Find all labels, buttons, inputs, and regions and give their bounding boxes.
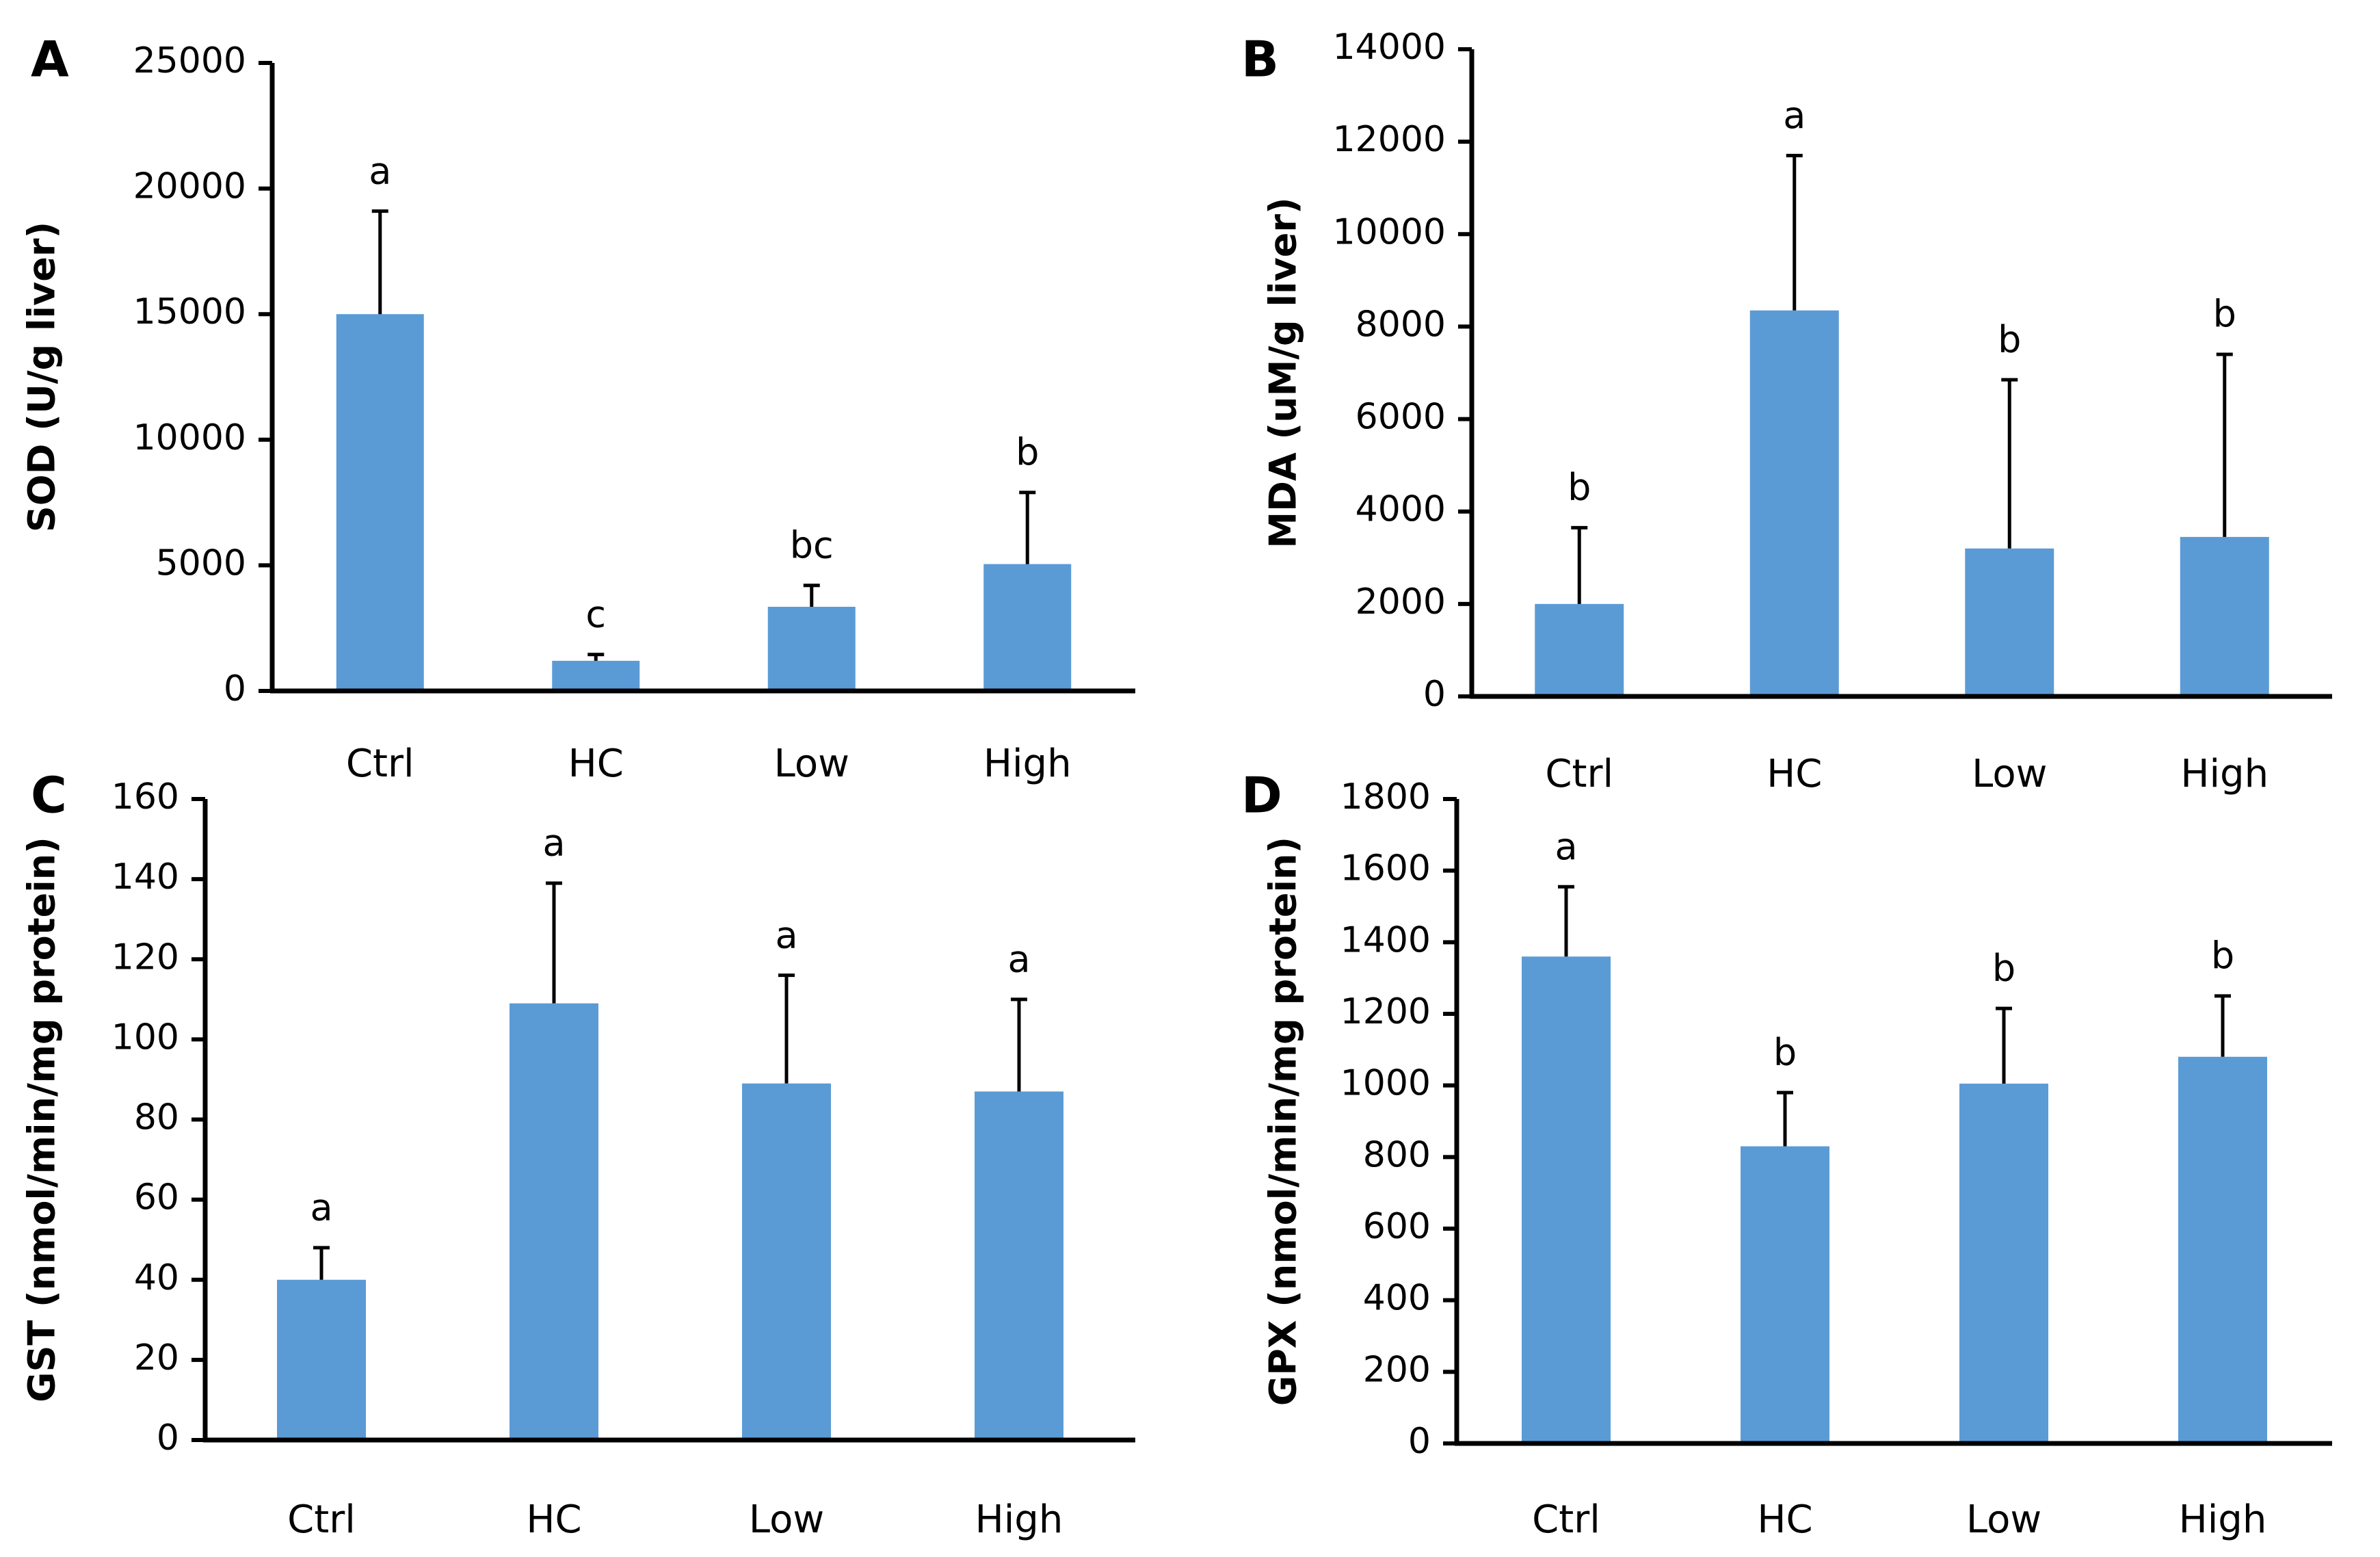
panel-d-bar-high	[2178, 1056, 2267, 1443]
panel-a-sig-label-high: b	[1016, 431, 1039, 474]
panel-c-category-ctrl: Ctrl	[287, 1497, 356, 1542]
panel-c-ytick-label-4: 80	[134, 1097, 179, 1138]
panel-a-ytick-label-4: 20000	[133, 166, 246, 207]
panel-a-bar-ctrl	[336, 314, 424, 691]
panel-d-ytick-label-0: 0	[1408, 1421, 1431, 1462]
panel-a-category-ctrl: Ctrl	[346, 742, 414, 786]
panel-d-ytick-label-2: 400	[1363, 1278, 1431, 1319]
panel-d-category-high: High	[2179, 1497, 2267, 1542]
panel-a-ytick-label-3: 15000	[133, 291, 246, 332]
panel-a-category-low: Low	[774, 742, 849, 786]
panel-b-ytick-label-3: 6000	[1356, 397, 1446, 438]
panel-d-ytick-label-7: 1400	[1340, 919, 1431, 960]
panel-c-ylabel: GST (nmol/min/mg protein)	[21, 837, 64, 1402]
panel-b-ytick-label-7: 14000	[1333, 27, 1446, 68]
panel-d-ytick-label-3: 600	[1363, 1206, 1431, 1247]
panel-c-sig-label-high: a	[1007, 937, 1030, 980]
panel-c-letter: C	[31, 767, 67, 824]
panel-c-ytick-label-6: 120	[111, 937, 179, 978]
panel-a-bar-hc	[552, 660, 640, 691]
panel-b-ytick-label-0: 0	[1423, 674, 1446, 715]
panel-a-sig-label-ctrl: a	[369, 149, 391, 192]
panel-c-bar-low	[742, 1083, 831, 1440]
panel-b-sig-label-high: b	[2213, 293, 2236, 336]
panel-a-bar-high	[983, 564, 1072, 691]
panel-b-category-high: High	[2180, 752, 2269, 796]
panel-b-category-ctrl: Ctrl	[1545, 752, 1613, 796]
panel-c-sig-label-low: a	[775, 913, 797, 956]
panel-c-sig-label-hc: a	[542, 822, 565, 865]
panel-d-sig-label-low: b	[1992, 947, 2015, 990]
panel-b-category-hc: HC	[1767, 752, 1822, 796]
panel-d-ytick-label-6: 1200	[1340, 991, 1431, 1032]
panel-c-ytick-label-3: 60	[134, 1177, 179, 1218]
panel-a-ytick-label-5: 25000	[133, 40, 246, 81]
panel-a-sig-label-hc: c	[585, 592, 606, 636]
panel-c-category-low: Low	[749, 1497, 824, 1542]
panel-d-category-ctrl: Ctrl	[1532, 1497, 1600, 1542]
panel-c-ytick-label-0: 0	[157, 1417, 179, 1458]
panel-d-bar-ctrl	[1522, 956, 1611, 1443]
panel-a-sig-label-low: bc	[790, 523, 834, 566]
panel-d-bar-hc	[1741, 1146, 1829, 1443]
panel-c: C GST (nmol/min/mg protein) 0 20 40 60 80 100 12…	[21, 767, 1135, 1542]
panel-b-sig-label-hc: a	[1783, 94, 1806, 137]
panel-a-ytick-label-1: 5000	[156, 542, 246, 584]
panel-c-bar-hc	[510, 1003, 598, 1440]
panel-c-bar-high	[975, 1091, 1063, 1440]
panel-c-category-high: High	[975, 1497, 1063, 1542]
panel-c-category-hc: HC	[526, 1497, 581, 1542]
panel-d-sig-label-high: b	[2211, 934, 2234, 977]
panel-d-ytick-label-8: 1600	[1340, 848, 1431, 889]
panel-b-letter: B	[1241, 31, 1279, 88]
panel-b: B MDA (uM/g liver) 0 2000 4000 6000 8000 10000 1…	[1241, 27, 2332, 796]
panel-d-sig-label-ctrl: a	[1555, 825, 1577, 868]
panel-d-ylabel: GPX (nmol/min/mg protein)	[1262, 837, 1305, 1406]
panel-a-ylabel: SOD (U/g liver)	[21, 222, 64, 532]
panel-d-ytick-label-9: 1800	[1340, 776, 1431, 817]
panel-b-ytick-label-1: 2000	[1356, 581, 1446, 623]
panel-b-ytick-label-4: 8000	[1356, 304, 1446, 345]
panel-b-sig-label-ctrl: b	[1568, 466, 1591, 509]
panel-a-bar-low	[767, 606, 856, 691]
panel-a-category-hc: HC	[568, 742, 624, 786]
panel-c-sig-label-ctrl: a	[310, 1186, 332, 1229]
panel-d-ytick-label-4: 800	[1363, 1134, 1431, 1175]
panel-a-letter: A	[31, 31, 69, 88]
panel-a-ytick-label-2: 10000	[133, 417, 246, 458]
panel-b-ytick-label-6: 12000	[1333, 119, 1446, 160]
panel-d-letter: D	[1241, 767, 1282, 824]
panel-d: D GPX (nmol/min/mg protein) 0 200 400 600 800 1…	[1241, 767, 2332, 1542]
panel-b-category-low: Low	[1972, 752, 2047, 796]
panel-a-ytick-label-0: 0	[224, 668, 246, 709]
panel-b-ytick-label-2: 4000	[1356, 489, 1446, 530]
panel-d-category-low: Low	[1966, 1497, 2041, 1542]
panel-c-ytick-label-1: 20	[134, 1337, 179, 1378]
panel-b-bar-high	[2180, 536, 2269, 696]
panel-a: A SOD (U/g liver) 0 5000 10000 15000 20000 2500…	[21, 31, 1135, 786]
panel-d-ytick-label-1: 200	[1363, 1349, 1431, 1390]
panel-b-sig-label-low: b	[1998, 318, 2021, 361]
panel-c-ytick-label-5: 100	[111, 1017, 179, 1058]
panel-b-ytick-label-5: 10000	[1333, 211, 1446, 252]
panel-c-ytick-label-8: 160	[111, 776, 179, 817]
panel-c-ytick-label-7: 140	[111, 856, 179, 898]
panel-d-category-hc: HC	[1757, 1497, 1812, 1542]
panel-b-bar-low	[1965, 548, 2054, 696]
panel-b-bar-hc	[1749, 310, 1839, 696]
panel-d-ytick-label-5: 1000	[1340, 1063, 1431, 1104]
panel-d-sig-label-hc: b	[1773, 1031, 1797, 1074]
panel-c-ytick-label-2: 40	[134, 1257, 179, 1298]
panel-c-bar-ctrl	[277, 1279, 366, 1440]
panel-b-bar-ctrl	[1535, 603, 1624, 696]
panel-d-bar-low	[1959, 1084, 2048, 1443]
panel-b-ylabel: MDA (uM/g liver)	[1262, 197, 1305, 548]
panel-a-category-high: High	[983, 742, 1072, 786]
